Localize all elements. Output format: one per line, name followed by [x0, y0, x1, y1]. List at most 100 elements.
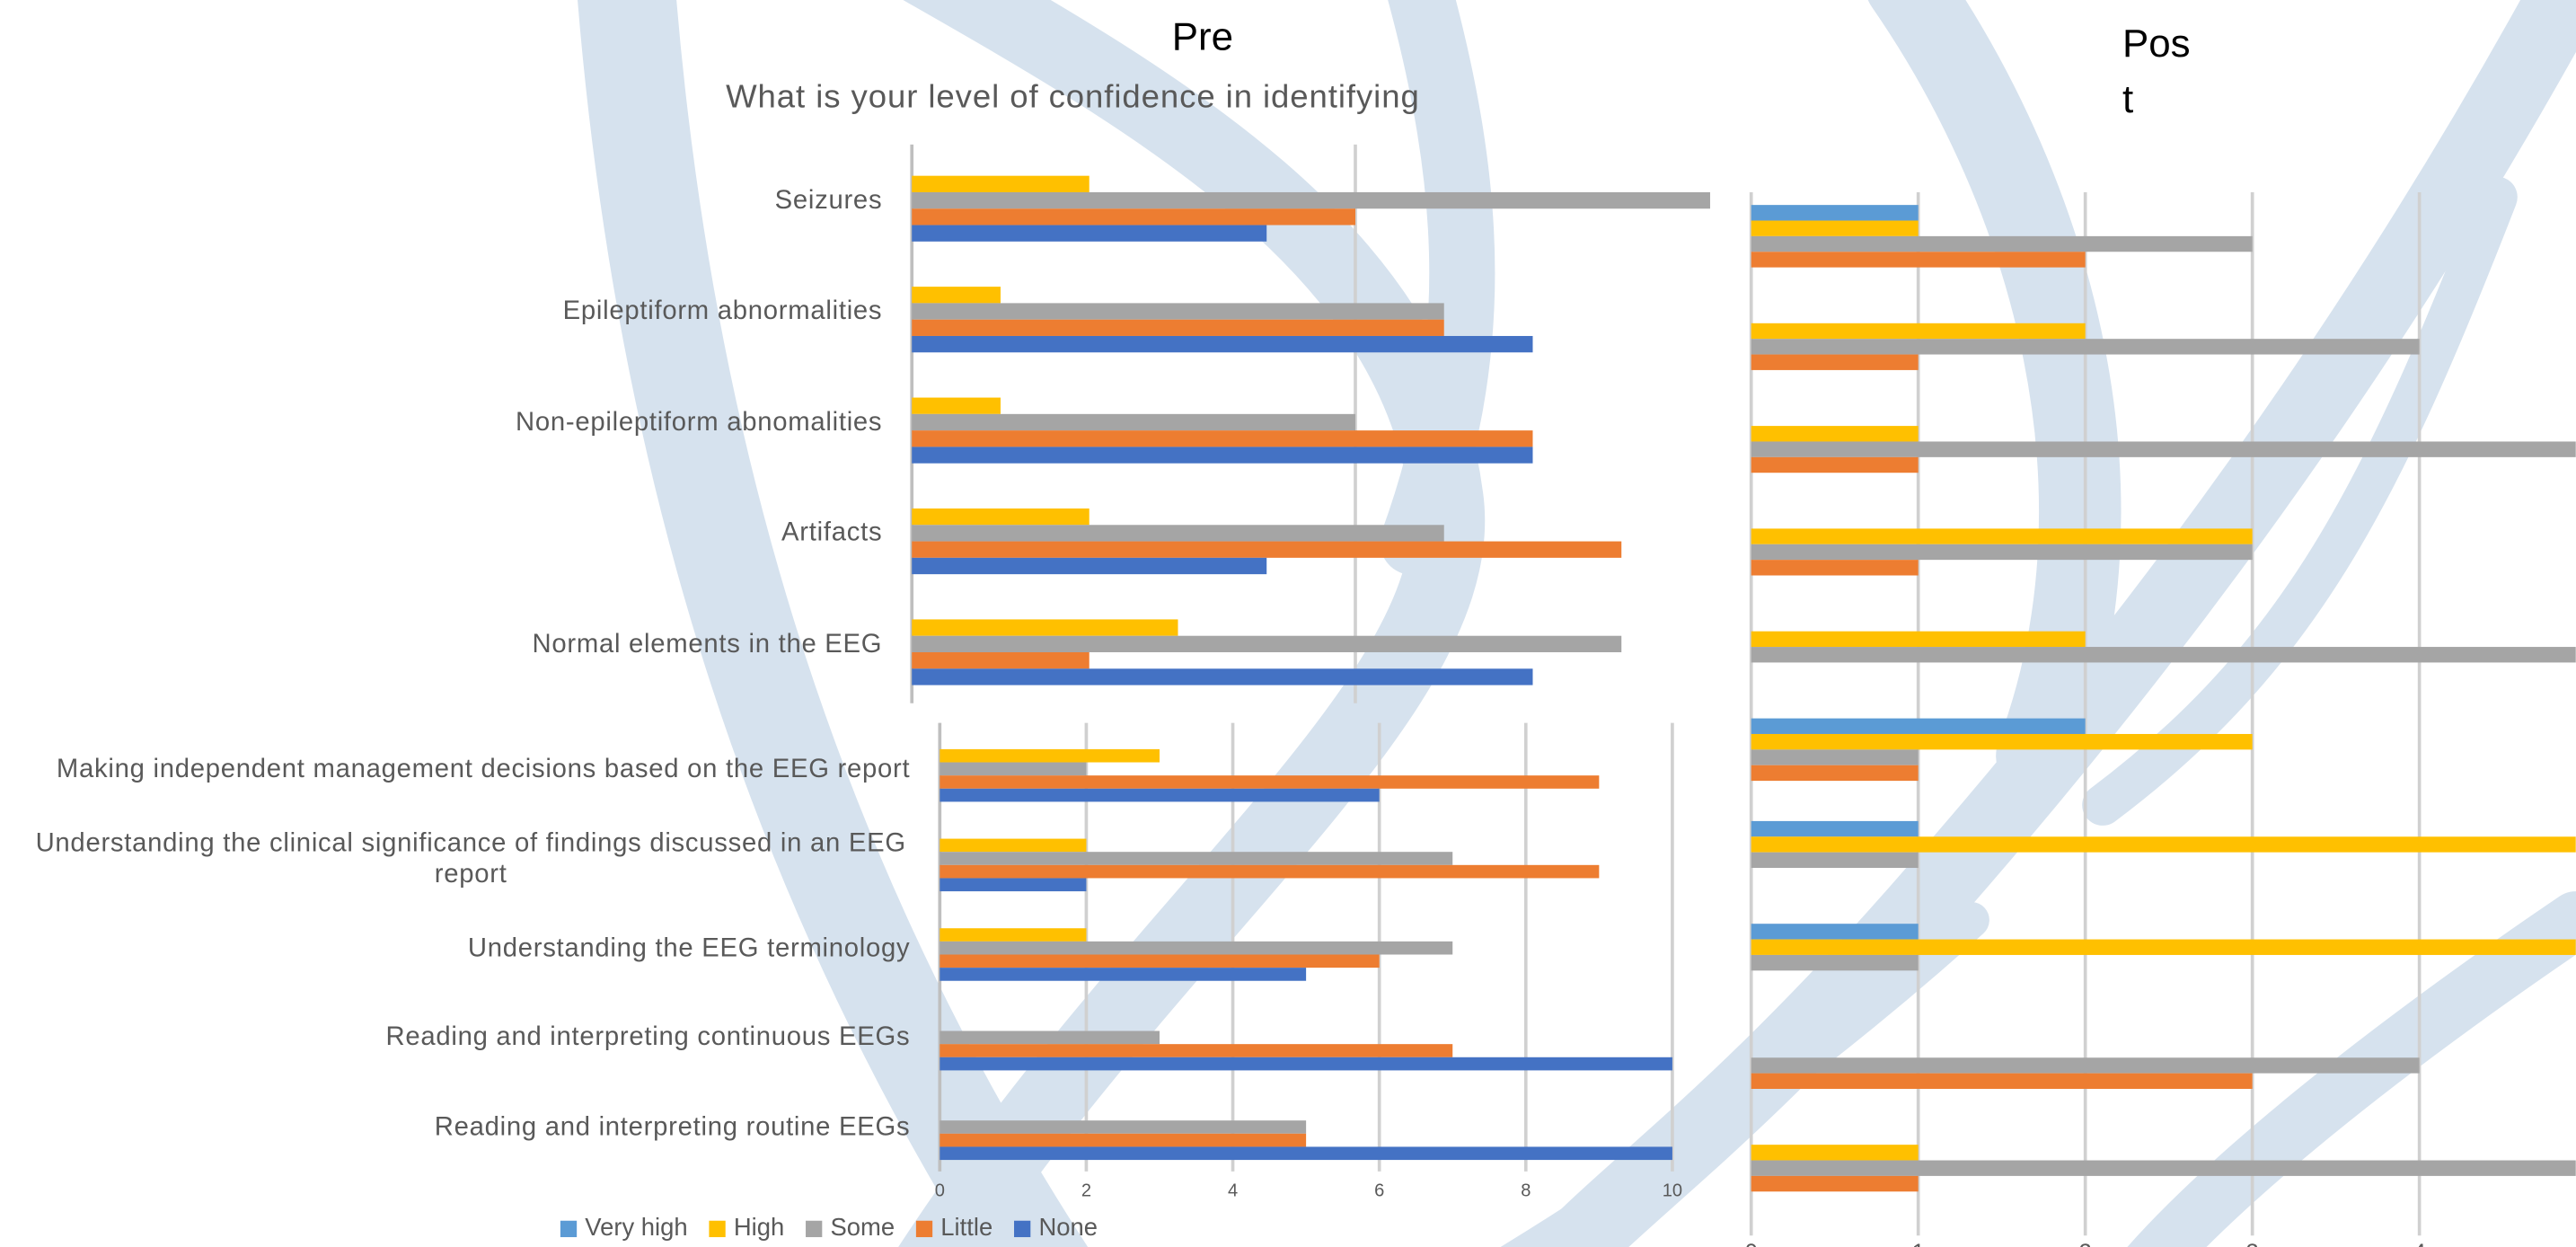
- bar: [940, 878, 1087, 892]
- category-label-row: Seizures: [0, 159, 882, 241]
- x-tick-label: 4: [2413, 1241, 2426, 1247]
- bar: [940, 968, 1307, 981]
- bar: [1751, 252, 2086, 268]
- y-tick-label: Artifacts: [781, 518, 883, 547]
- category-label-row: Understanding the EEG terminology: [0, 907, 910, 988]
- bar: [940, 1133, 1307, 1147]
- x-tick-label: 0: [1745, 1241, 1758, 1247]
- category-label-box: Reading and interpreting continuous EEGs: [0, 996, 910, 1078]
- bar: [1751, 852, 1919, 869]
- bar: [940, 762, 1087, 776]
- bar: [912, 225, 1267, 242]
- post-heading: t: [2122, 77, 2133, 121]
- category-label-row: Making independent management decisions …: [0, 728, 910, 809]
- bar: [912, 191, 1710, 209]
- bar: [1751, 749, 1919, 765]
- bar: [940, 775, 1600, 789]
- bar: [1751, 954, 1919, 971]
- legend-label: Very high: [585, 1213, 687, 1241]
- bar: [1751, 426, 1919, 442]
- bar: [1751, 1073, 2253, 1089]
- plots: Seizures Epileptiform abnormalities Non-ep…: [0, 144, 2576, 1247]
- bar: [1751, 631, 2086, 648]
- legend-swatch: [709, 1220, 726, 1238]
- legend-label: High: [734, 1213, 784, 1241]
- bar: [912, 335, 1533, 353]
- legend-swatch: [806, 1220, 823, 1238]
- bar: [1751, 647, 2576, 663]
- category-label-row: Reading and interpreting continuous EEGs: [0, 996, 910, 1078]
- bar: [1751, 1160, 2576, 1176]
- bar: [940, 838, 1087, 853]
- bar: [940, 1057, 1672, 1071]
- bar: [940, 1146, 1672, 1161]
- bar: [1751, 544, 2253, 561]
- category-label-row: Normal elements in the EEG: [0, 603, 882, 685]
- category-label-row: Non-epileptiform abnomalities: [0, 381, 882, 463]
- category-label-box: Artifacts: [0, 492, 882, 574]
- category-label-box: Epileptiform abnormalities: [0, 270, 882, 352]
- category-label-row: Artifacts: [0, 492, 882, 574]
- y-tick-label: Seizures: [774, 186, 883, 215]
- bar: [1751, 456, 1919, 473]
- legend-label: Little: [940, 1213, 992, 1241]
- x-tick-label: 6: [1374, 1181, 1384, 1200]
- legend-swatch: [1014, 1220, 1031, 1238]
- bar: [912, 397, 1001, 414]
- bar: [940, 748, 1160, 763]
- x-tick-label: 8: [1521, 1181, 1531, 1200]
- category-label-box: Making independent management decisions …: [0, 728, 910, 809]
- post-heading: Pos: [2122, 22, 2191, 66]
- bar: [912, 619, 1178, 636]
- category-label-row: Epileptiform abnormalities: [0, 270, 882, 352]
- bar: [940, 1120, 1307, 1134]
- bar: [912, 303, 1444, 320]
- bar: [940, 954, 1380, 968]
- bar: [912, 413, 1355, 431]
- bar: [912, 208, 1355, 226]
- bar: [1751, 1057, 2420, 1074]
- bar: [1751, 235, 2253, 252]
- bar: [912, 430, 1533, 447]
- x-tick-label: 4: [1228, 1181, 1238, 1200]
- bar: [1751, 560, 1919, 576]
- bar: [1751, 339, 2420, 355]
- x-tick-label: 2: [1081, 1181, 1091, 1200]
- bar: [1751, 733, 2253, 750]
- bar: [1751, 220, 1919, 236]
- bar: [912, 652, 1090, 669]
- category-label-row: Understanding the clinical significance …: [0, 818, 910, 899]
- y-tick-label: Making independent management decisions …: [56, 755, 911, 783]
- bar: [940, 1030, 1160, 1045]
- bar: [1751, 354, 1919, 370]
- y-tick-label: Reading and interpreting continuous EEGs: [385, 1023, 911, 1052]
- bar: [1751, 441, 2576, 457]
- legend-swatch: [915, 1220, 933, 1238]
- y-tick-label: Epileptiform abnormalities: [562, 296, 883, 326]
- legend-swatch: [560, 1220, 578, 1238]
- category-label-box: Understanding the clinical significance …: [0, 818, 910, 899]
- bar: [1751, 1145, 1919, 1161]
- bar: [1751, 820, 1919, 837]
- bar: [1751, 765, 1919, 782]
- bar: [1751, 528, 2253, 544]
- legend-label: Some: [830, 1213, 895, 1241]
- y-tick-label: Understanding the EEG terminology: [467, 933, 911, 962]
- bar: [1751, 205, 1919, 221]
- bar: [912, 541, 1622, 558]
- category-label-box: Reading and interpreting routine EEGs: [434, 1112, 911, 1142]
- background-swooshes: [578, 0, 2576, 1247]
- pre-heading: Pre: [1172, 14, 1233, 58]
- y-tick-label: Reading and interpreting routine EEGs: [434, 1112, 911, 1142]
- category-label-box: Seizures: [0, 159, 882, 241]
- bar: [940, 788, 1380, 802]
- bar: [912, 508, 1090, 526]
- bar: [1751, 718, 2086, 734]
- x-tick-label: 2: [2079, 1241, 2092, 1247]
- bar: [1751, 1175, 1919, 1192]
- bar: [1751, 836, 2576, 853]
- x-tick-label: 3: [2246, 1241, 2259, 1247]
- bar: [940, 941, 1453, 955]
- bar: [912, 525, 1444, 542]
